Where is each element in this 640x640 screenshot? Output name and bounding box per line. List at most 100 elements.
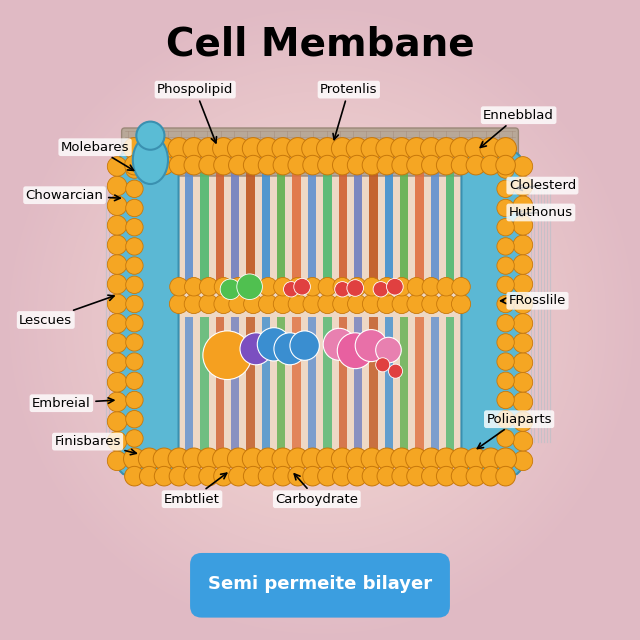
Circle shape bbox=[108, 196, 127, 216]
Circle shape bbox=[436, 156, 456, 175]
Circle shape bbox=[391, 138, 413, 159]
Circle shape bbox=[377, 294, 396, 314]
Circle shape bbox=[481, 467, 500, 486]
Circle shape bbox=[243, 138, 264, 159]
Circle shape bbox=[333, 156, 352, 175]
Circle shape bbox=[497, 161, 515, 179]
Circle shape bbox=[513, 235, 532, 255]
Circle shape bbox=[497, 295, 515, 313]
Circle shape bbox=[513, 314, 532, 333]
Bar bbox=[231, 168, 239, 285]
Circle shape bbox=[288, 294, 307, 314]
Circle shape bbox=[332, 448, 353, 470]
Circle shape bbox=[125, 314, 143, 332]
Circle shape bbox=[513, 216, 532, 235]
Bar bbox=[446, 168, 454, 285]
Circle shape bbox=[513, 412, 532, 431]
Circle shape bbox=[259, 294, 278, 314]
Circle shape bbox=[406, 138, 428, 159]
Circle shape bbox=[348, 278, 366, 296]
Circle shape bbox=[513, 176, 532, 196]
Circle shape bbox=[108, 353, 127, 372]
Circle shape bbox=[227, 138, 249, 159]
Circle shape bbox=[513, 275, 532, 294]
Circle shape bbox=[273, 467, 292, 486]
Circle shape bbox=[420, 138, 442, 159]
Circle shape bbox=[294, 278, 310, 295]
Text: Embreial: Embreial bbox=[32, 397, 114, 410]
Circle shape bbox=[228, 156, 248, 175]
Circle shape bbox=[257, 448, 279, 470]
Circle shape bbox=[513, 353, 532, 372]
Bar bbox=[262, 317, 270, 460]
Circle shape bbox=[108, 157, 127, 176]
Circle shape bbox=[392, 156, 412, 175]
Circle shape bbox=[257, 328, 291, 361]
Bar bbox=[339, 168, 347, 285]
Circle shape bbox=[497, 218, 515, 236]
Circle shape bbox=[497, 391, 515, 409]
Circle shape bbox=[125, 372, 143, 390]
Circle shape bbox=[332, 138, 353, 159]
Circle shape bbox=[199, 156, 218, 175]
Circle shape bbox=[184, 278, 203, 296]
Circle shape bbox=[184, 467, 204, 486]
Bar bbox=[431, 168, 439, 285]
Circle shape bbox=[125, 429, 143, 447]
Circle shape bbox=[376, 448, 397, 470]
Circle shape bbox=[183, 138, 205, 159]
Circle shape bbox=[153, 448, 175, 470]
Circle shape bbox=[138, 138, 160, 159]
Circle shape bbox=[108, 176, 127, 196]
Bar bbox=[461, 168, 470, 285]
Bar bbox=[308, 168, 316, 285]
Circle shape bbox=[168, 448, 190, 470]
Circle shape bbox=[272, 138, 294, 159]
Circle shape bbox=[333, 294, 352, 314]
Circle shape bbox=[243, 448, 264, 470]
Circle shape bbox=[497, 276, 515, 294]
Circle shape bbox=[169, 156, 189, 175]
Circle shape bbox=[513, 431, 532, 451]
FancyBboxPatch shape bbox=[461, 152, 522, 476]
Circle shape bbox=[497, 257, 515, 275]
Bar bbox=[200, 317, 209, 460]
Circle shape bbox=[108, 216, 127, 235]
Circle shape bbox=[376, 358, 390, 372]
Circle shape bbox=[361, 448, 383, 470]
Circle shape bbox=[317, 138, 339, 159]
Circle shape bbox=[108, 275, 127, 294]
Circle shape bbox=[317, 156, 337, 175]
Circle shape bbox=[335, 282, 350, 297]
Circle shape bbox=[274, 333, 306, 365]
Circle shape bbox=[497, 314, 515, 332]
Bar bbox=[415, 317, 424, 460]
Circle shape bbox=[376, 138, 397, 159]
Circle shape bbox=[497, 237, 515, 255]
Circle shape bbox=[259, 278, 277, 296]
Circle shape bbox=[318, 294, 337, 314]
Circle shape bbox=[495, 138, 516, 159]
Circle shape bbox=[407, 156, 426, 175]
Circle shape bbox=[317, 448, 339, 470]
Bar bbox=[385, 317, 393, 460]
Circle shape bbox=[125, 295, 143, 313]
Circle shape bbox=[451, 156, 471, 175]
Circle shape bbox=[513, 451, 532, 470]
Circle shape bbox=[243, 467, 263, 486]
Circle shape bbox=[198, 448, 220, 470]
Circle shape bbox=[200, 278, 218, 296]
Circle shape bbox=[303, 467, 323, 486]
Circle shape bbox=[377, 467, 397, 486]
Circle shape bbox=[480, 138, 502, 159]
Circle shape bbox=[108, 333, 127, 353]
Circle shape bbox=[125, 199, 143, 217]
Circle shape bbox=[348, 156, 367, 175]
Circle shape bbox=[125, 333, 143, 351]
Circle shape bbox=[237, 274, 262, 300]
Circle shape bbox=[154, 156, 174, 175]
Circle shape bbox=[108, 431, 127, 451]
Bar bbox=[323, 168, 332, 285]
Circle shape bbox=[513, 372, 532, 392]
Bar bbox=[369, 168, 378, 285]
